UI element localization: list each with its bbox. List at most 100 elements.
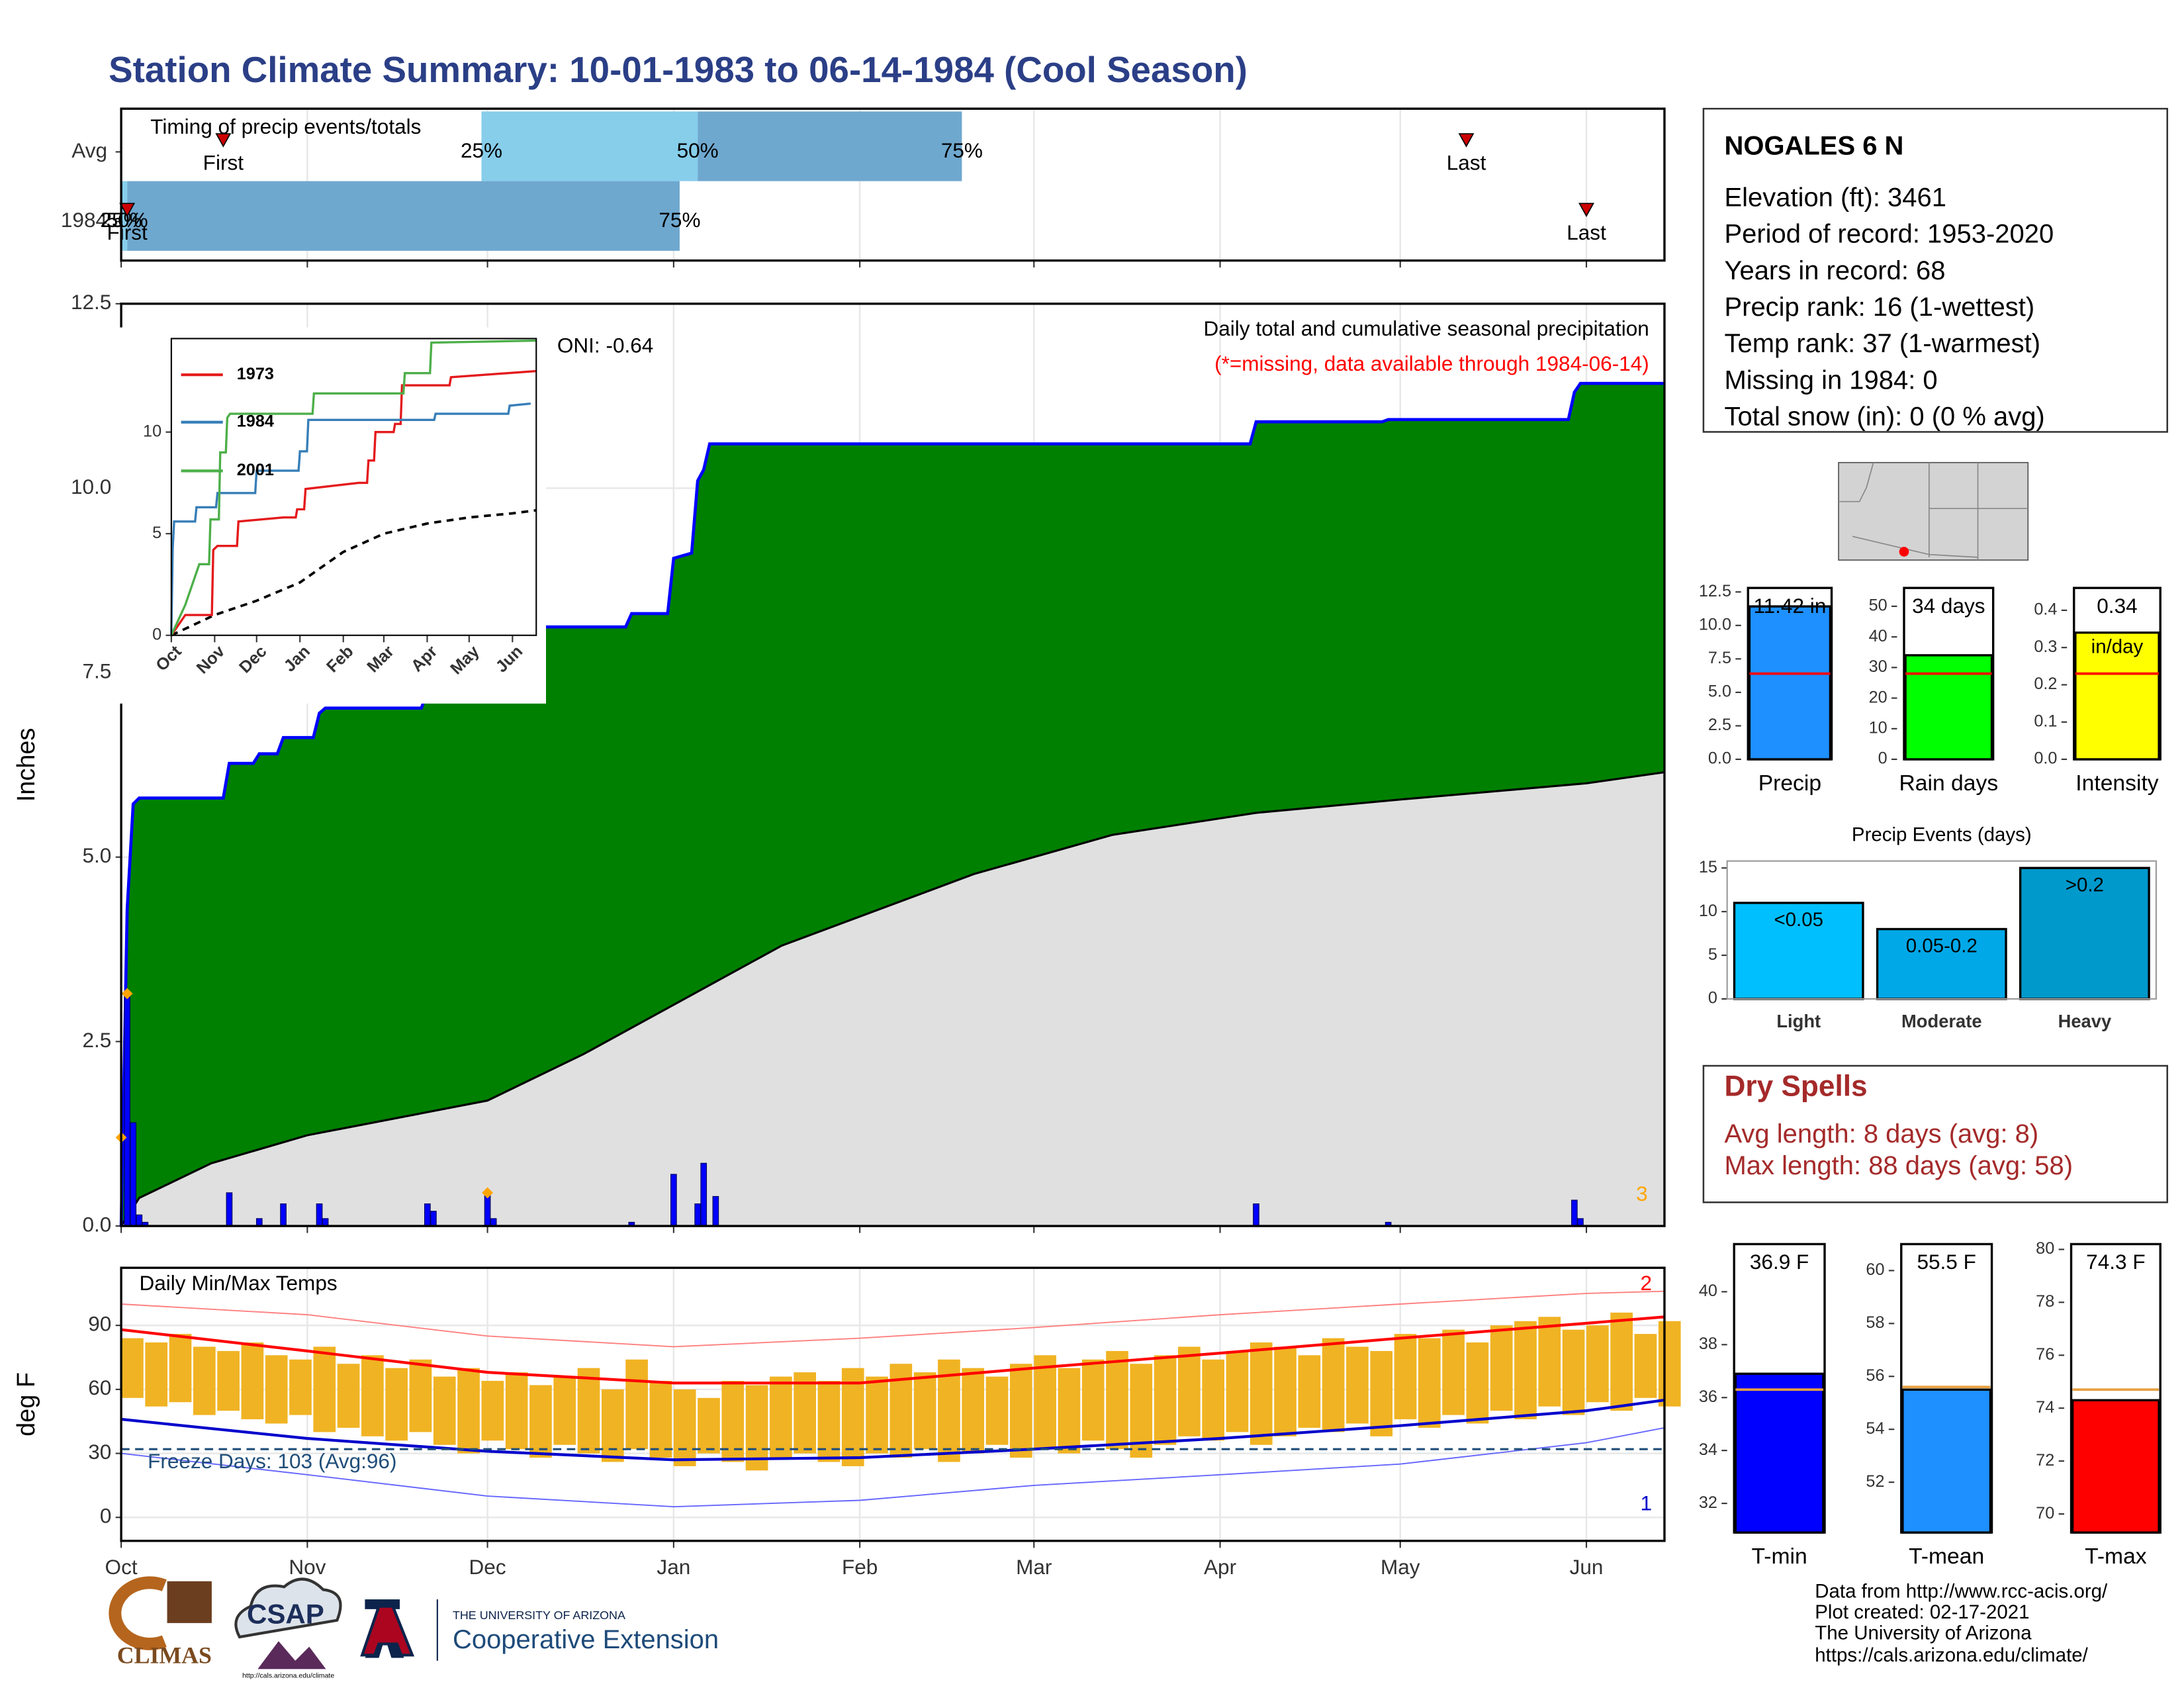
y-tick-label: 2.5 [83, 1028, 112, 1052]
y-tick-label: 10 [143, 422, 161, 440]
x-tick-label: Mar [1016, 1555, 1052, 1579]
dry-spells-line: Avg length: 8 days (avg: 8) [1724, 1119, 2038, 1149]
y-tick-label: 74 [2036, 1398, 2054, 1417]
bar [1748, 605, 1832, 761]
daily-temp-bar [673, 1389, 696, 1466]
y-tick-label: 0 [100, 1504, 112, 1528]
daily-temp-bar [770, 1376, 792, 1458]
station-line: Missing in 1984: 0 [1724, 365, 1937, 395]
panel-title: Timing of precip events/totals [150, 115, 421, 138]
category-label: Moderate [1901, 1011, 1982, 1031]
daily-temp-bar [553, 1376, 576, 1445]
row-label: 1984 [61, 208, 107, 232]
y-tick-label: 54 [1866, 1419, 1884, 1438]
footer: Data from http://www.rcc-acis.org/ Plot … [1815, 1580, 2108, 1666]
daily-precip-bar [670, 1174, 677, 1227]
footer-line: Plot created: 02-17-2021 [1815, 1601, 2029, 1623]
chart-title: Daily total and cumulative seasonal prec… [1203, 316, 1649, 340]
y-tick-label: 80 [2036, 1239, 2054, 1258]
legend-label: 1984 [237, 412, 274, 430]
daily-precip-bar [700, 1162, 707, 1227]
daily-temp-bar [1226, 1350, 1249, 1432]
quantile-label: 50% [677, 138, 719, 162]
daily-temp-bar [1346, 1346, 1369, 1424]
x-tick-label: Feb [842, 1555, 878, 1579]
daily-temp-bar [1562, 1329, 1585, 1415]
ua-line: THE UNIVERSITY OF ARIZONA [453, 1609, 625, 1622]
y-tick-label: 5 [1708, 945, 1717, 964]
event-label: First [203, 151, 244, 175]
daily-precip-bar [1571, 1199, 1578, 1227]
daily-temp-bar [193, 1346, 216, 1415]
y-tick-label: 40 [1699, 1282, 1717, 1300]
y-tick-label: 36 [1699, 1387, 1717, 1406]
quantile-bar [121, 181, 128, 251]
freeze-annotation: Freeze Days: 103 (Avg:96) [148, 1449, 396, 1473]
daily-temp-bar [1202, 1359, 1225, 1441]
footer-line: https://cals.arizona.edu/climate/ [1815, 1644, 2088, 1666]
station-box [1702, 107, 2169, 433]
daily-temp-bar [962, 1368, 985, 1454]
map-frame [1838, 461, 2029, 561]
daily-temp-bar [1058, 1368, 1081, 1454]
bar-value-label: 36.9 F [1750, 1250, 1809, 1274]
y-tick-label: 12.5 [1699, 582, 1731, 600]
daily-temp-bar [1442, 1329, 1465, 1415]
y-tick-label: 0.4 [2034, 600, 2057, 619]
y-tick-label: 5.0 [83, 843, 112, 867]
daily-temp-bar [649, 1381, 672, 1458]
daily-temp-bar [1634, 1334, 1657, 1398]
y-tick-label: 60 [1866, 1260, 1884, 1279]
daily-precip-bar [712, 1196, 719, 1227]
y-tick-label: 50 [1869, 596, 1888, 615]
event-marker [1458, 133, 1475, 148]
climas-emblem [109, 1576, 167, 1650]
y-tick-label: 30 [1869, 657, 1888, 676]
daily-precip-bar [130, 1122, 137, 1227]
bar [1734, 1372, 1825, 1534]
bar [2074, 632, 2160, 761]
daily-temp-bar [1514, 1321, 1537, 1420]
daily-temp-bar [481, 1381, 504, 1441]
y-tick-label: 60 [88, 1376, 111, 1399]
plot-frame [120, 107, 1666, 262]
missing-marker [482, 1187, 494, 1199]
event-label: Last [1567, 220, 1606, 244]
y-tick-label: 32 [1699, 1493, 1717, 1512]
daily-temp-bar [1034, 1355, 1056, 1450]
y-tick-label: 7.5 [83, 659, 112, 682]
x-tick-label: Nov [289, 1555, 326, 1579]
y-tick-label: 78 [2036, 1292, 2054, 1311]
logos: CLIMAS CSAP http://cals.arizona.edu/clim… [109, 1576, 719, 1680]
bar [1904, 654, 1993, 761]
station-lines: Elevation (ft): 3461 Period of record: 19… [1724, 183, 2054, 432]
station-line: Precip rank: 16 (1-wettest) [1724, 293, 2034, 322]
missing-marker [121, 988, 133, 1000]
daily-temp-bar [121, 1338, 144, 1398]
daily-temp-bar [1298, 1355, 1321, 1428]
bar-value-label: 0.34 [2097, 594, 2137, 618]
x-tick-label: Jan [657, 1555, 690, 1579]
plot-frame [1726, 860, 2157, 1000]
daily-temp-bar [217, 1350, 240, 1411]
daily-precip-bar [136, 1214, 143, 1227]
record-max-line [121, 1290, 1665, 1348]
y-tick-label: 52 [1866, 1472, 1884, 1491]
chart-title: Precip Events (days) [1852, 824, 2032, 846]
bar-value-label: 11.42 in [1753, 594, 1826, 618]
bar [1733, 902, 1864, 1000]
x-tick-label: May [1381, 1555, 1420, 1579]
daily-temp-bar [457, 1368, 480, 1454]
climas-logo: CLIMAS [117, 1642, 212, 1669]
station-line: Temp rank: 37 (1-warmest) [1724, 329, 2040, 358]
y-tick-label: 70 [2036, 1504, 2054, 1523]
y-tick-label: 10.0 [71, 475, 111, 498]
daily-temp-bar [169, 1334, 192, 1403]
y-tick-label: 90 [88, 1312, 111, 1336]
y-tick-label: 0.1 [2034, 712, 2057, 730]
page-title: Station Climate Summary: 10-01-1983 to 0… [109, 49, 1248, 90]
footer-line: The University of Arizona [1815, 1622, 2032, 1644]
category-label: Rain days [1899, 771, 1998, 796]
